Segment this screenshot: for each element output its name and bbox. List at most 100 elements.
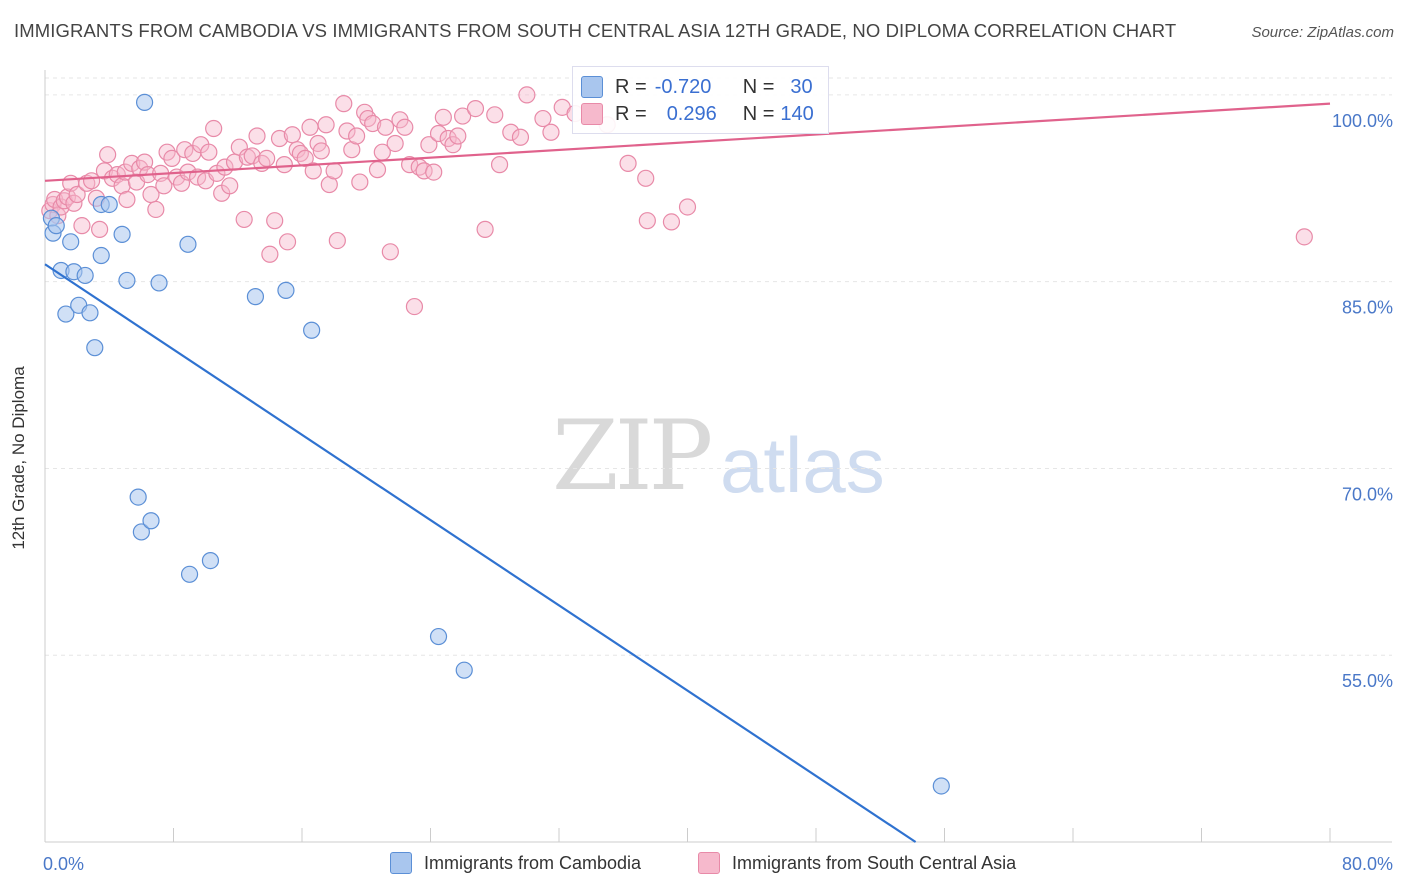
tick-labels: 55.0% 70.0% 85.0% 100.0% 0.0% 80.0%: [43, 111, 1393, 874]
south-central-asia-point: [99, 146, 117, 164]
south-central-asia-point: [638, 212, 656, 230]
south-central-asia-point: [283, 126, 301, 144]
cambodia-point: [150, 274, 168, 292]
south-central-asia-point: [454, 107, 472, 125]
cambodia-trend-line: [44, 263, 917, 843]
south-central-asia-point: [296, 149, 314, 168]
series-legend: Immigrants from Cambodia Immigrants from…: [0, 852, 1406, 876]
x-tick-label: 80.0%: [1342, 854, 1393, 874]
cambodia-point: [47, 217, 65, 235]
south-central-asia-point: [359, 109, 377, 128]
south-central-asia-point: [476, 220, 494, 238]
legend-label-cambodia: Immigrants from Cambodia: [424, 852, 642, 873]
south-central-asia-point: [275, 156, 293, 174]
source-credit: Source: ZipAtlas.com: [1251, 24, 1394, 41]
south-central-asia-point: [312, 142, 330, 160]
cambodia-point: [455, 661, 473, 679]
watermark-atlas: atlas: [720, 421, 885, 509]
legend-swatch-blue: [581, 76, 603, 98]
south-central-asia-point: [258, 149, 276, 168]
south-central-asia-point: [348, 127, 366, 145]
south-central-asia-point: [163, 149, 181, 168]
south-central-asia-point: [68, 185, 86, 204]
legend-row-south-central-asia: R = 0.296 N = 140: [581, 102, 814, 126]
south-central-asia-point: [73, 217, 91, 235]
legend-swatch-pink: [698, 852, 720, 874]
south-central-asia-point: [304, 162, 322, 180]
cambodia-point: [201, 551, 220, 570]
south-central-asia-point: [434, 108, 452, 126]
y-tick-label: 70.0%: [1342, 484, 1393, 504]
south-central-asia-point: [619, 154, 637, 172]
south-central-asia-point: [534, 109, 552, 128]
south-central-asia-point: [278, 233, 297, 251]
south-central-asia-point: [405, 297, 424, 316]
south-central-asia-point: [261, 245, 279, 263]
legend-r-value: 0.296: [666, 102, 717, 125]
south-central-asia-point: [637, 169, 655, 187]
y-tick-label: 100.0%: [1332, 111, 1393, 131]
south-central-asia-point: [429, 124, 448, 143]
cambodia-point: [132, 523, 150, 541]
legend-label-south-central-asia: Immigrants from South Central Asia: [732, 852, 1017, 873]
south-central-asia-point: [1295, 228, 1313, 246]
cambodia-point: [246, 288, 265, 306]
south-central-asia-point: [270, 129, 289, 148]
cambodia-point: [180, 565, 199, 583]
cambodia-point: [142, 512, 160, 530]
south-central-asia-point: [291, 144, 309, 163]
south-central-asia-point: [91, 220, 109, 238]
south-central-asia-point: [155, 177, 173, 195]
cambodia-point: [429, 627, 448, 646]
south-central-asia-point: [444, 136, 462, 154]
south-central-asia-point: [511, 128, 530, 146]
south-central-asia-point: [266, 212, 284, 230]
legend-r-label: R =: [615, 75, 647, 98]
south-central-asia-point: [396, 118, 414, 136]
stats-legend: R = -0.720 N = 30 R = 0.296 N = 140: [572, 66, 829, 134]
cambodia-point: [113, 225, 131, 243]
south-central-asia-point: [147, 200, 165, 219]
cambodia-point: [277, 281, 295, 299]
south-central-asia-point: [65, 194, 83, 212]
legend-item-south-central-asia[interactable]: Immigrants from South Central Asia: [698, 852, 1016, 874]
cambodia-point: [129, 488, 147, 506]
y-tick-label: 55.0%: [1342, 671, 1393, 691]
legend-n-label: N =: [742, 75, 775, 98]
south-central-asia-point: [248, 127, 266, 145]
south-central-asia-point: [235, 210, 253, 229]
south-central-asia-point: [317, 116, 335, 134]
south-central-asia-point: [118, 190, 136, 209]
south-central-asia-point: [364, 114, 382, 133]
cambodia-point: [179, 235, 197, 253]
south-central-asia-point: [486, 106, 504, 124]
south-central-asia-point: [490, 156, 509, 174]
south-central-asia-point: [662, 213, 681, 231]
south-central-asia-point: [325, 162, 343, 180]
cambodia-point: [932, 777, 950, 795]
cambodia-point: [100, 195, 118, 214]
legend-r-value: -0.720: [654, 75, 712, 98]
south-central-asia-point: [678, 198, 697, 216]
south-central-asia-point: [449, 127, 467, 145]
chart-title: IMMIGRANTS FROM CAMBODIA VS IMMIGRANTS F…: [14, 20, 1177, 41]
legend-item-cambodia[interactable]: Immigrants from Cambodia: [390, 852, 641, 874]
y-tick-label: 85.0%: [1342, 298, 1393, 318]
cambodia-point: [57, 305, 75, 323]
south-central-asia-point: [386, 134, 404, 153]
south-central-asia-point: [200, 143, 218, 161]
south-central-asia-point: [425, 163, 443, 181]
legend-n-value: 140: [780, 102, 814, 125]
legend-row-cambodia: R = -0.720 N = 30: [581, 75, 813, 99]
south-central-asia-point: [420, 136, 438, 154]
south-central-asia-point: [376, 118, 395, 136]
legend-n-label: N =: [742, 102, 775, 125]
cambodia-point: [135, 93, 154, 111]
axes: [44, 70, 1392, 843]
x-tick-label: 0.0%: [43, 854, 84, 874]
south-central-asia-point: [368, 161, 387, 179]
legend-n-value: 30: [790, 75, 813, 98]
south-central-asia-point: [518, 86, 536, 104]
south-central-asia-point: [335, 95, 353, 113]
cambodia-point: [62, 233, 80, 251]
